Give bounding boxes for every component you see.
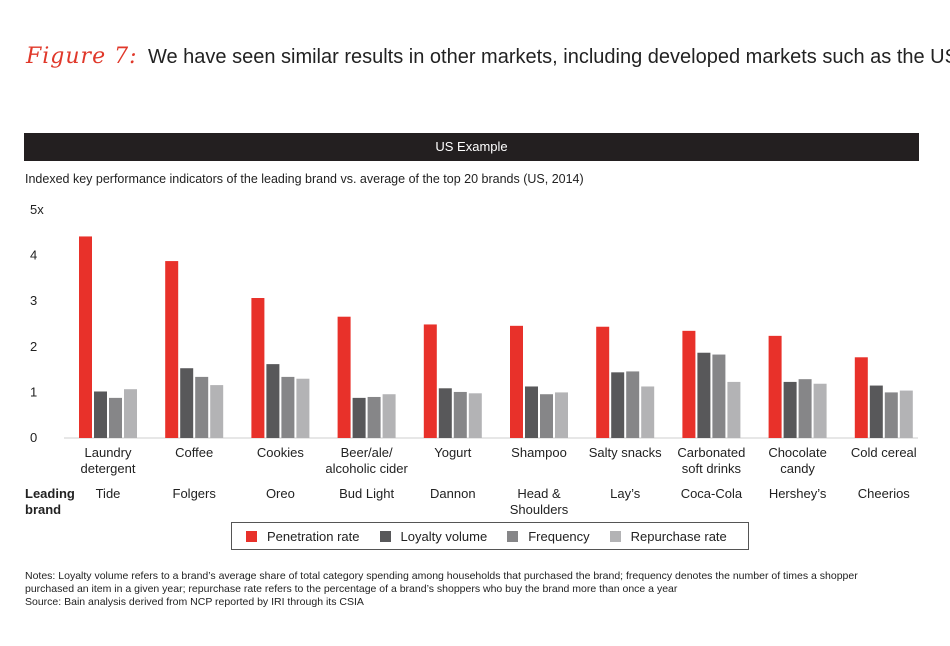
example-banner: US Example (24, 133, 919, 161)
brand-label: Oreo (266, 486, 295, 501)
category-label: Cold cereal (851, 445, 917, 460)
legend-swatch (246, 530, 257, 542)
notes-line-1: Notes: Loyalty volume refers to a brand’… (25, 570, 858, 582)
bar-loyalty-volume: Loyalty volume: 1.23 (783, 381, 797, 438)
legend-item: Frequency (507, 528, 590, 544)
bar-frequency: Frequency: 1.34 (195, 376, 209, 438)
brand-label: Hershey’s (769, 486, 827, 501)
brand-label: Tide (96, 486, 121, 501)
legend-label: Loyalty volume (400, 528, 488, 544)
legend-swatch (507, 530, 519, 542)
category-label: Beer/ale/alcoholic cider (325, 445, 408, 476)
bar-repurchase-rate: Repurchase rate: 1.19 (813, 383, 827, 438)
y-tick-label: 0 (30, 430, 37, 445)
figure-title-text: We have seen similar results in other ma… (147, 46, 950, 68)
bar-repurchase-rate: Repurchase rate: 1.07 (124, 389, 137, 438)
bar-penetration-rate: Penetration rate: 1.77 (854, 357, 868, 438)
bar-frequency: Frequency: 1 (884, 392, 898, 438)
brand-label: Dannon (430, 486, 476, 501)
bar-repurchase-rate: Repurchase rate: 1.13 (641, 386, 655, 438)
notes-line-2: purchased an item in a given year; repur… (25, 583, 678, 595)
bar-repurchase-rate: Repurchase rate: 0.96 (382, 394, 396, 438)
category-label: Yogurt (434, 445, 471, 460)
bar-loyalty-volume: Loyalty volume: 1.15 (869, 385, 883, 438)
bar-loyalty-volume: Loyalty volume: 1.62 (266, 364, 280, 438)
y-tick-label: 1 (30, 384, 37, 399)
y-tick-label: 4 (30, 248, 37, 263)
category-label: Coffee (175, 445, 213, 460)
bar-penetration-rate: Penetration rate: 3.88 (165, 261, 179, 438)
bar-frequency: Frequency: 1.29 (798, 379, 812, 438)
bar-frequency: Frequency: 0.96 (540, 394, 553, 438)
category-label: Shampoo (511, 445, 567, 460)
legend-swatch (609, 530, 621, 542)
bar-loyalty-volume: Loyalty volume: 1.53 (180, 368, 194, 438)
bar-penetration-rate: Penetration rate: 2.66 (337, 316, 351, 438)
bar-frequency: Frequency: 1.34 (281, 376, 295, 438)
bar-repurchase-rate: Repurchase rate: 1.3 (296, 378, 310, 438)
brand-label: Lay’s (610, 486, 641, 501)
legend-label: Penetration rate (267, 528, 360, 544)
bar-repurchase-rate: Repurchase rate: 1.04 (899, 390, 913, 438)
bar-repurchase-rate: Repurchase rate: 1.23 (727, 381, 741, 438)
brand-label: Folgers (173, 486, 217, 501)
chart-notes: Notes: Loyalty volume refers to a brand’… (25, 570, 925, 609)
brand-label: Cheerios (858, 486, 911, 501)
bar-penetration-rate: Penetration rate: 2.24 (768, 335, 782, 438)
category-label: Chocolate candy (768, 445, 827, 476)
bar-frequency: Frequency: 1.01 (453, 391, 467, 438)
figure-label: Figure 7: (26, 44, 138, 69)
bar-frequency: Frequency: 1.46 (626, 371, 640, 438)
legend-item: Penetration rate (246, 529, 360, 544)
bar-repurchase-rate: Repurchase rate: 1 (555, 392, 568, 438)
category-label: Salty snacks (589, 445, 662, 460)
bar-penetration-rate: Penetration rate: 2.46 (510, 325, 523, 438)
bar-repurchase-rate: Repurchase rate: 0.98 (468, 393, 482, 438)
brand-label: Coca-Cola (681, 486, 743, 501)
bar-penetration-rate: Penetration rate: 2.44 (596, 326, 610, 438)
y-tick-label: 3 (30, 293, 37, 308)
bar-frequency: Frequency: 1.83 (712, 354, 726, 438)
bar-repurchase-rate: Repurchase rate: 1.16 (210, 385, 224, 438)
legend-swatch (379, 530, 391, 542)
category-label: Laundry detergent (81, 445, 136, 476)
source-line: Source: Bain analysis derived from NCP r… (25, 596, 364, 608)
bar-frequency: Frequency: 0.9 (367, 396, 381, 438)
bar-penetration-rate: Penetration rate: 2.49 (423, 324, 437, 438)
y-tick-label: 5x (30, 202, 44, 217)
bar-loyalty-volume: Loyalty volume: 1.02 (94, 391, 107, 438)
leading-brand-row-label: Leading brand (25, 486, 75, 517)
bar-loyalty-volume: Loyalty volume: 0.88 (352, 397, 366, 438)
bar-penetration-rate: Penetration rate: 2.35 (682, 330, 696, 438)
bar-penetration-rate: Penetration rate: 4.42 (79, 236, 92, 438)
category-label: Cookies (257, 445, 304, 460)
legend-item: Repurchase rate (609, 528, 727, 544)
chart-subtitle: Indexed key performance indicators of th… (25, 172, 584, 186)
brand-label: Head & Shoulders (510, 486, 569, 517)
bar-loyalty-volume: Loyalty volume: 1.09 (438, 388, 452, 438)
brand-label: Bud Light (339, 486, 394, 501)
category-label: Carbonated soft drinks (677, 445, 745, 476)
legend-label: Repurchase rate (630, 528, 727, 544)
bar-chart: 012345xPenetration rate: 4.42Loyalty vol… (25, 202, 918, 517)
legend-item: Loyalty volume (379, 528, 488, 544)
bar-loyalty-volume: Loyalty volume: 1.13 (525, 386, 538, 438)
legend-label: Frequency (528, 528, 590, 544)
figure-title: Figure 7: We have seen similar results i… (26, 44, 950, 69)
chart-legend: Penetration rate Loyalty volume Frequency R… (231, 522, 749, 550)
bar-frequency: Frequency: 0.88 (109, 397, 122, 438)
bar-loyalty-volume: Loyalty volume: 1.87 (697, 352, 711, 438)
bar-loyalty-volume: Loyalty volume: 1.44 (611, 372, 625, 438)
bar-penetration-rate: Penetration rate: 3.07 (251, 298, 265, 438)
y-tick-label: 2 (30, 339, 37, 354)
